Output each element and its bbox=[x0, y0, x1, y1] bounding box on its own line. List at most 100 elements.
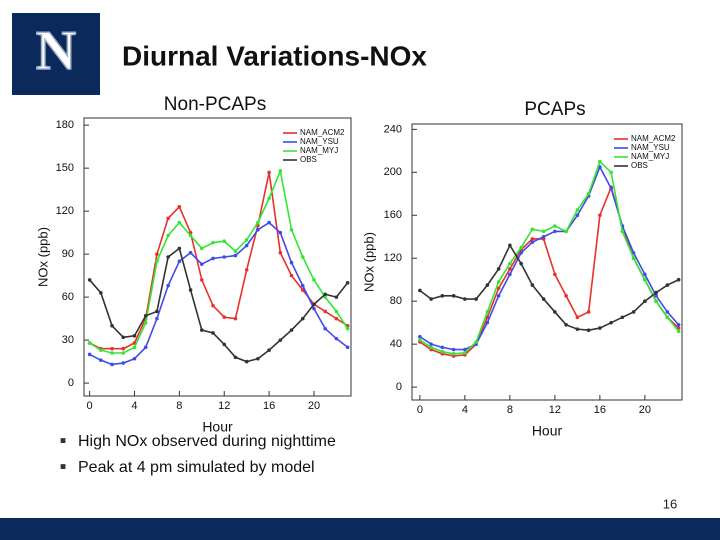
point bbox=[541, 234, 546, 239]
point bbox=[132, 356, 137, 361]
point bbox=[312, 302, 316, 307]
legend-label: NAM_ACM2 bbox=[300, 128, 345, 137]
point bbox=[177, 220, 182, 225]
point bbox=[110, 346, 114, 351]
point bbox=[496, 280, 501, 284]
point bbox=[312, 278, 316, 282]
x-tick-label: 12 bbox=[218, 400, 230, 412]
y-tick-label: 90 bbox=[62, 248, 74, 260]
bullet-marker: ■ bbox=[60, 436, 66, 447]
y-axis-label: NOx (ppb) bbox=[35, 227, 50, 287]
point bbox=[609, 320, 613, 325]
x-tick-label: 16 bbox=[263, 400, 275, 412]
bullet: Peak at 4 pm simulated by model bbox=[78, 459, 315, 476]
y-tick-label: 80 bbox=[390, 295, 402, 307]
point bbox=[598, 213, 602, 218]
point bbox=[519, 261, 523, 266]
point bbox=[345, 280, 350, 285]
footer-bar bbox=[0, 518, 720, 540]
point bbox=[177, 246, 182, 251]
point bbox=[451, 352, 456, 356]
point bbox=[233, 355, 238, 360]
point bbox=[418, 338, 422, 342]
point bbox=[334, 295, 339, 299]
point bbox=[418, 288, 422, 293]
point bbox=[323, 295, 327, 299]
point bbox=[143, 345, 148, 350]
point bbox=[278, 338, 283, 342]
legend-label: NAM_YSU bbox=[631, 143, 670, 152]
plot-frame bbox=[83, 117, 352, 397]
point bbox=[665, 315, 670, 320]
point bbox=[110, 351, 114, 355]
point bbox=[530, 237, 535, 241]
point bbox=[188, 250, 193, 255]
point bbox=[463, 350, 467, 355]
point bbox=[87, 341, 92, 345]
point bbox=[256, 220, 260, 225]
y-tick-label: 120 bbox=[384, 252, 402, 264]
y-tick-label: 0 bbox=[68, 377, 74, 389]
legend-label: OBS bbox=[631, 161, 648, 170]
point bbox=[143, 313, 148, 318]
y-tick-label: 160 bbox=[384, 209, 402, 221]
point bbox=[132, 345, 137, 350]
point bbox=[530, 283, 535, 287]
point bbox=[485, 310, 490, 314]
point bbox=[541, 229, 546, 234]
point bbox=[211, 256, 215, 261]
point bbox=[474, 340, 478, 344]
point bbox=[155, 252, 159, 256]
legend-label: NAM_MYJ bbox=[631, 152, 669, 161]
point bbox=[440, 345, 445, 350]
point bbox=[87, 352, 92, 357]
point bbox=[143, 321, 148, 325]
point bbox=[496, 294, 501, 298]
point bbox=[541, 297, 546, 301]
point bbox=[530, 227, 535, 232]
point bbox=[553, 310, 557, 314]
point bbox=[496, 267, 501, 271]
point bbox=[177, 205, 182, 209]
y-tick-label: 200 bbox=[384, 166, 402, 178]
y-tick-label: 0 bbox=[396, 381, 402, 393]
point bbox=[508, 261, 512, 266]
point bbox=[631, 310, 636, 314]
series-line bbox=[89, 172, 349, 350]
x-tick-label: 8 bbox=[507, 404, 513, 416]
point bbox=[654, 294, 658, 298]
point bbox=[631, 256, 636, 261]
point bbox=[244, 243, 249, 248]
point bbox=[440, 349, 445, 354]
point bbox=[676, 329, 681, 334]
point bbox=[334, 336, 339, 341]
point bbox=[99, 291, 103, 295]
point bbox=[211, 303, 215, 308]
point bbox=[665, 283, 670, 287]
point bbox=[267, 348, 271, 352]
point bbox=[222, 239, 227, 244]
point bbox=[166, 216, 170, 221]
legend-label: NAM_YSU bbox=[300, 137, 339, 146]
series-line bbox=[419, 243, 679, 332]
point bbox=[166, 233, 170, 238]
y-tick-label: 240 bbox=[384, 123, 402, 135]
point bbox=[564, 229, 568, 234]
point bbox=[334, 316, 339, 321]
point bbox=[345, 326, 350, 331]
y-tick-label: 40 bbox=[390, 338, 402, 350]
point bbox=[300, 283, 305, 288]
point bbox=[256, 227, 260, 232]
point bbox=[474, 297, 478, 301]
point bbox=[267, 196, 271, 201]
point bbox=[519, 251, 523, 255]
point bbox=[631, 251, 636, 255]
point bbox=[278, 230, 283, 235]
point bbox=[300, 255, 305, 259]
point bbox=[575, 213, 580, 218]
point bbox=[620, 229, 625, 234]
point bbox=[155, 259, 159, 264]
plot-frame bbox=[411, 123, 683, 401]
point bbox=[429, 342, 433, 346]
